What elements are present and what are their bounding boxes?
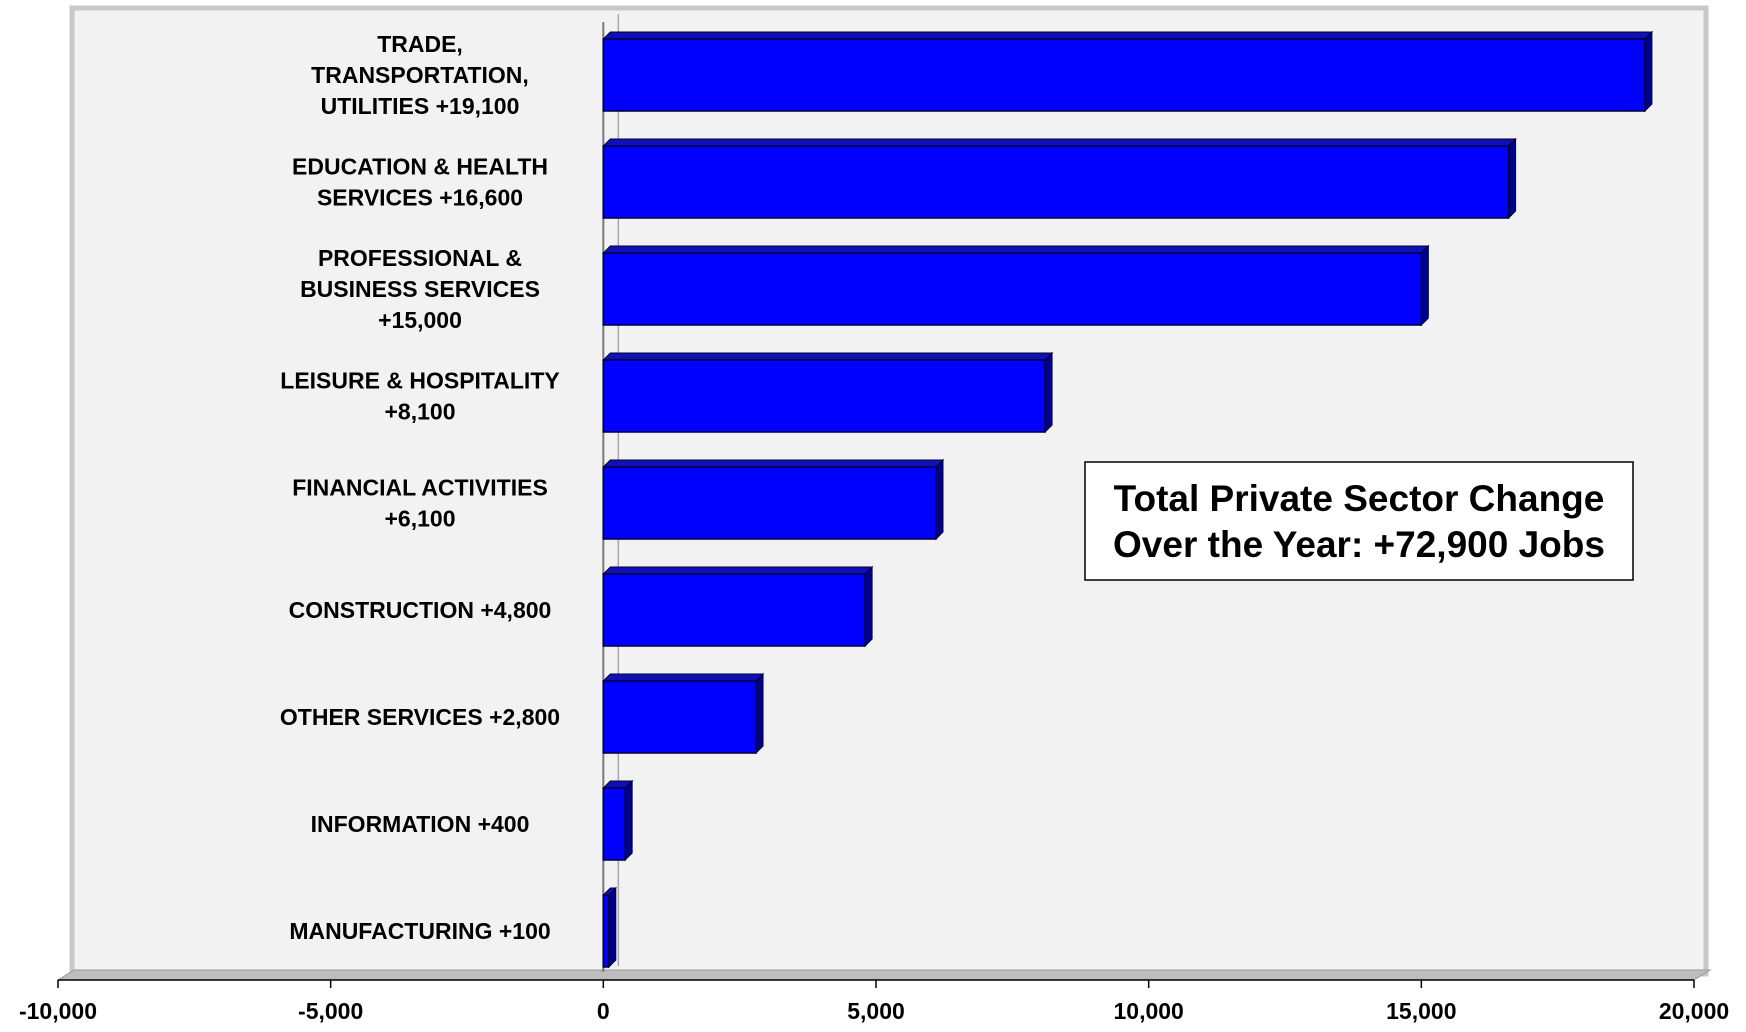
category-labels: TRADE, TRANSPORTATION, UTILITIES +19,100 ED… (280, 31, 560, 944)
category-label: MANUFACTURING +100 (289, 918, 550, 944)
category-label: OTHER SERVICES +2,800 (280, 704, 560, 730)
bar-side-face (1644, 30, 1653, 113)
bar-top-face (602, 673, 765, 682)
bar (602, 779, 634, 862)
category-label-line: +6,100 (385, 506, 456, 532)
bar-front-face (602, 252, 1423, 326)
x-tick-label: 10,000 (1113, 998, 1183, 1024)
category-label-line: +8,100 (385, 399, 456, 425)
bar (602, 458, 945, 541)
bar-side-face (935, 458, 944, 541)
bar-front-face (602, 145, 1510, 219)
category-label: PROFESSIONAL & BUSINESS SERVICES +15,000 (300, 245, 540, 333)
bars (602, 30, 1654, 969)
bar-top-face (602, 566, 874, 575)
bar-side-face (624, 779, 633, 862)
bar (602, 351, 1054, 434)
x-tick-label: -5,000 (298, 998, 363, 1024)
bar-front-face (602, 38, 1646, 112)
bar-side-face (608, 886, 617, 969)
annotation-box (1084, 461, 1634, 581)
category-label-line: OTHER SERVICES +2,800 (280, 704, 560, 730)
total-annotation: Total Private Sector Change Over the Yea… (1084, 461, 1634, 581)
annotation-line: Over the Year: +72,900 Jobs (1113, 524, 1605, 565)
category-label-line: LEISURE & HOSPITALITY (280, 368, 559, 394)
bar (602, 672, 765, 755)
bar-side-face (1044, 351, 1053, 434)
category-label-line: TRADE, (377, 31, 463, 57)
category-label-line: PROFESSIONAL & (318, 245, 522, 271)
category-label-line: EDUCATION & HEALTH (292, 154, 548, 180)
category-label-line: FINANCIAL ACTIVITIES (292, 475, 548, 501)
bar (602, 244, 1430, 327)
bar-front-face (602, 573, 866, 647)
category-label: CONSTRUCTION +4,800 (289, 597, 552, 623)
category-label: INFORMATION +400 (311, 811, 530, 837)
bar-front-face (602, 787, 626, 861)
chart-floor (56, 969, 1712, 981)
category-label: TRADE, TRANSPORTATION, UTILITIES +19,100 (311, 31, 529, 119)
bar-front-face (602, 680, 757, 754)
bar-side-face (864, 565, 873, 648)
bar (602, 886, 617, 969)
category-label-line: TRANSPORTATION, (311, 62, 529, 88)
bar-top-face (602, 459, 945, 468)
bar (602, 30, 1654, 113)
category-label-line: CONSTRUCTION +4,800 (289, 597, 552, 623)
bar-front-face (602, 466, 937, 540)
floor-band (56, 969, 1712, 981)
category-label: LEISURE & HOSPITALITY +8,100 (280, 368, 559, 425)
bar-front-face (602, 359, 1046, 433)
bar-side-face (1420, 244, 1429, 327)
category-label-line: +15,000 (378, 307, 462, 333)
bar (602, 137, 1517, 220)
category-label-line: INFORMATION +400 (311, 811, 530, 837)
bar-side-face (755, 672, 764, 755)
bar-side-face (1508, 137, 1517, 220)
annotation-line: Total Private Sector Change (1114, 478, 1605, 519)
category-label-line: MANUFACTURING +100 (289, 918, 550, 944)
bar-top-face (602, 31, 1654, 40)
x-axis: -10,000 -5,000 0 5,000 10,000 15,000 20,000 (19, 980, 1729, 1024)
category-label-line: BUSINESS SERVICES (300, 276, 540, 302)
bar-front-face (602, 894, 610, 968)
x-tick-label: 20,000 (1659, 998, 1729, 1024)
bar-top-face (602, 245, 1430, 254)
x-tick-label: 5,000 (847, 998, 905, 1024)
bar-top-face (602, 352, 1054, 361)
category-label: FINANCIAL ACTIVITIES +6,100 (292, 475, 548, 532)
category-label-line: SERVICES +16,600 (317, 185, 523, 211)
category-label-line: UTILITIES +19,100 (321, 93, 520, 119)
bar-top-face (602, 138, 1517, 147)
x-tick-label: 0 (597, 998, 610, 1024)
x-tick-label: -10,000 (19, 998, 97, 1024)
bar (602, 565, 874, 648)
category-label: EDUCATION & HEALTH SERVICES +16,600 (292, 154, 548, 211)
x-tick-label: 15,000 (1386, 998, 1456, 1024)
